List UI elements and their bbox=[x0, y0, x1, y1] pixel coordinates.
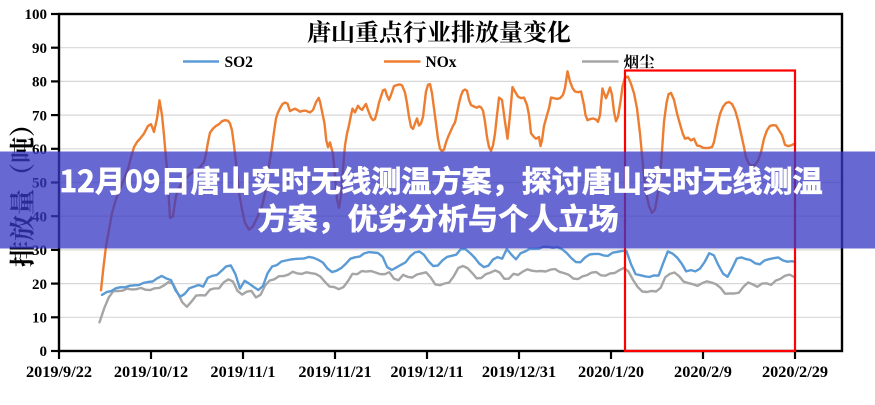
svg-text:70: 70 bbox=[32, 108, 47, 124]
svg-text:2019/9/22: 2019/9/22 bbox=[26, 362, 92, 381]
svg-text:SO2: SO2 bbox=[225, 54, 254, 71]
svg-text:2020/1/20: 2020/1/20 bbox=[578, 362, 644, 381]
svg-text:2019/11/21: 2019/11/21 bbox=[298, 362, 371, 381]
svg-text:2019/12/11: 2019/12/11 bbox=[390, 362, 463, 381]
svg-text:2019/11/1: 2019/11/1 bbox=[210, 362, 275, 381]
svg-text:90: 90 bbox=[32, 41, 47, 57]
svg-text:2020/2/29: 2020/2/29 bbox=[762, 362, 828, 381]
svg-text:NOx: NOx bbox=[426, 54, 457, 71]
svg-text:2019/12/31: 2019/12/31 bbox=[482, 362, 556, 381]
svg-text:80: 80 bbox=[32, 75, 47, 91]
svg-text:0: 0 bbox=[40, 344, 48, 360]
svg-text:2020/2/9: 2020/2/9 bbox=[674, 362, 732, 381]
svg-text:10: 10 bbox=[32, 311, 47, 327]
svg-text:2019/10/12: 2019/10/12 bbox=[114, 362, 188, 381]
svg-text:20: 20 bbox=[32, 277, 47, 293]
svg-text:100: 100 bbox=[25, 7, 48, 23]
